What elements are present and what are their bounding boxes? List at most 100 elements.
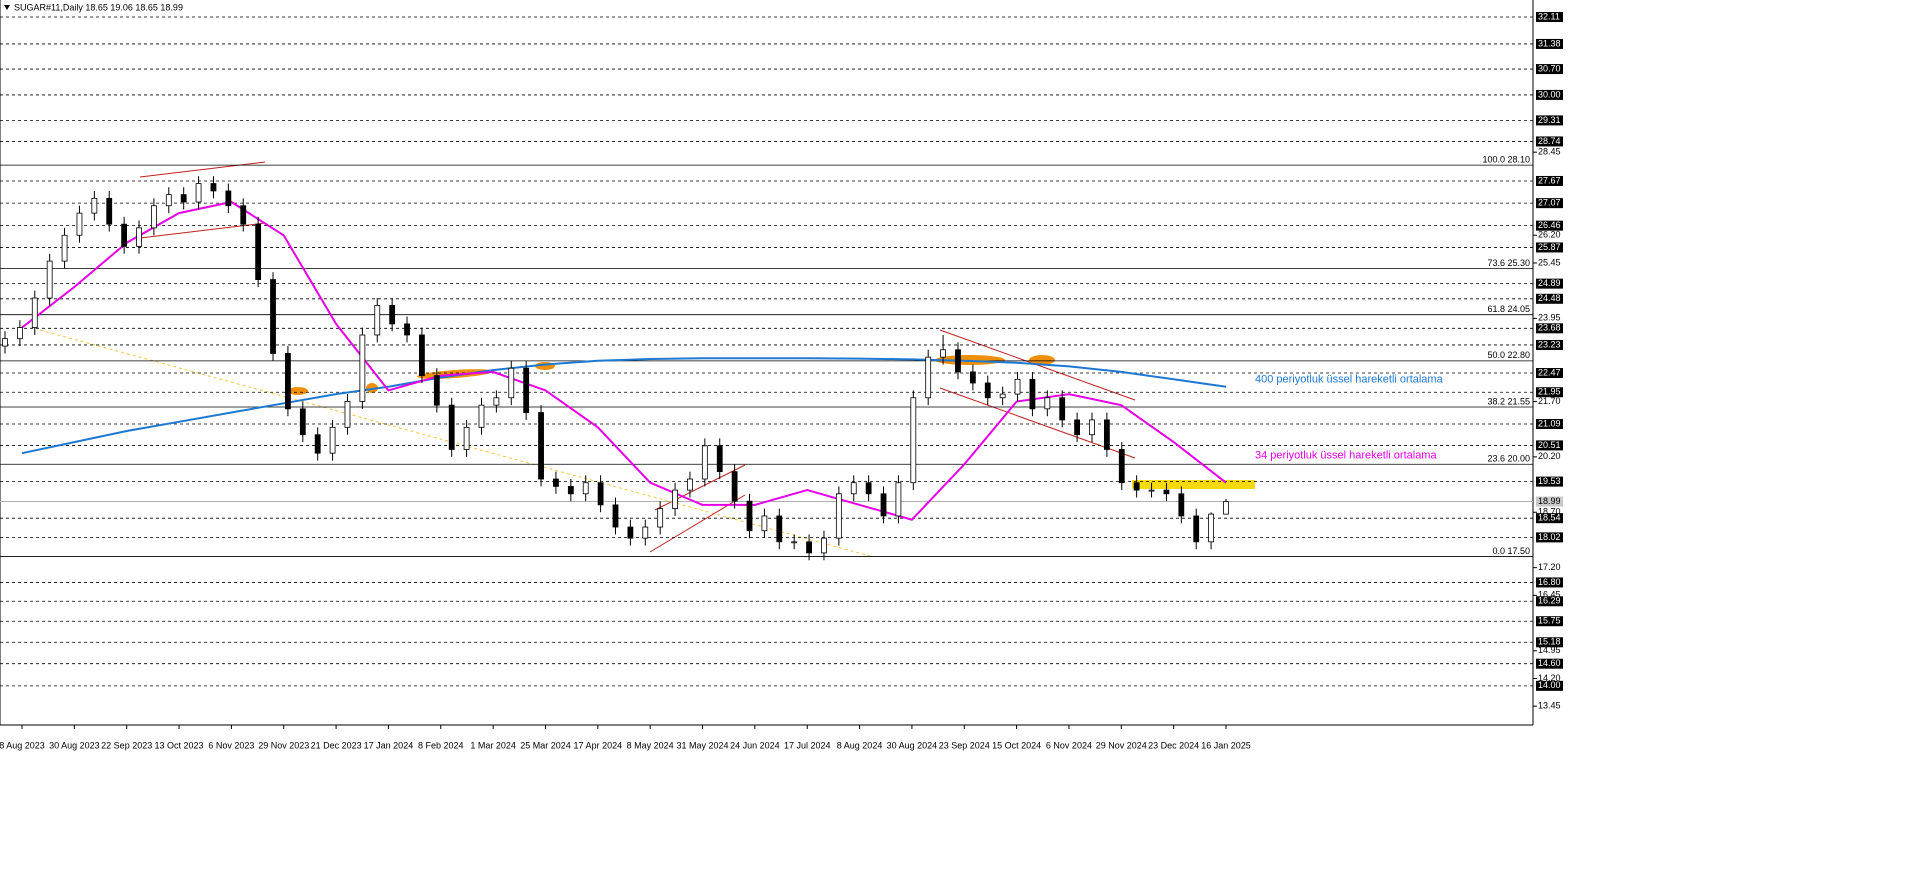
candle-body — [329, 426, 336, 454]
fibo-label: 0.0 17.50 — [1492, 546, 1530, 556]
candle-body — [746, 500, 753, 532]
candle-body — [910, 397, 917, 484]
level-label: 30.70 — [1538, 63, 1561, 73]
candle-body — [523, 367, 530, 413]
x-tick-label: 23 Dec 2024 — [1148, 740, 1199, 750]
level-label: 21.09 — [1538, 418, 1561, 428]
level-label-box — [1536, 513, 1563, 524]
level-label: 28.74 — [1538, 136, 1561, 146]
candle-body — [61, 234, 68, 262]
candle-body — [1059, 397, 1066, 421]
level-label-box — [1536, 293, 1563, 304]
candle-body — [165, 194, 172, 207]
level-label: 30.00 — [1538, 89, 1561, 99]
level-label-box — [1536, 616, 1563, 627]
y-tick-label: 16.45 — [1538, 590, 1561, 600]
candle-body — [1044, 397, 1051, 410]
candle-body — [419, 334, 425, 377]
candle-body — [16, 327, 23, 340]
candle-body — [285, 353, 291, 410]
level-label: 16.29 — [1538, 596, 1561, 606]
highlight — [366, 383, 378, 393]
series-label: 400 periyotluk üssel hareketli ortalama — [1255, 374, 1444, 386]
level-label-box — [1536, 323, 1563, 334]
x-tick-label: 25 Mar 2024 — [520, 740, 571, 750]
x-tick-label: 22 Sep 2023 — [101, 740, 152, 750]
x-tick-label: 29 Nov 2023 — [258, 740, 309, 750]
candle-body — [806, 541, 812, 554]
y-tick-label: 23.95 — [1538, 313, 1561, 323]
x-tick-label: 29 Nov 2024 — [1096, 740, 1147, 750]
fibo-label: 23.6 20.00 — [1487, 454, 1530, 464]
level-label: 27.07 — [1538, 198, 1561, 208]
level-label-box — [1536, 38, 1563, 49]
level-label-box — [1536, 368, 1563, 379]
candle-body — [1178, 493, 1185, 517]
level-label: 14.00 — [1538, 680, 1561, 690]
fibo-label: 61.8 24.05 — [1487, 304, 1530, 314]
level-label: 21.95 — [1538, 387, 1561, 397]
x-tick-label: 6 Nov 2024 — [1046, 740, 1092, 750]
candle-body — [612, 504, 619, 528]
candle-body — [299, 408, 306, 436]
level-label: 19.53 — [1538, 476, 1561, 486]
candle-body — [46, 260, 53, 299]
candle-body — [478, 404, 485, 428]
candle-body — [1029, 378, 1036, 410]
candle-body — [374, 305, 381, 336]
candle-body — [1223, 501, 1229, 515]
level-label: 27.67 — [1538, 175, 1561, 185]
chart-title: SUGAR#11,Daily 18.65 19.06 18.65 18.99 — [14, 2, 183, 12]
level-label-box — [1536, 577, 1563, 588]
x-tick-label: 8 Feb 2024 — [418, 740, 464, 750]
level-label: 15.18 — [1538, 637, 1561, 647]
level-label-box — [1536, 278, 1563, 289]
y-tick-label: 21.70 — [1538, 396, 1561, 406]
y-tick-label: 28.45 — [1538, 147, 1561, 157]
level-label: 23.68 — [1538, 323, 1561, 333]
candle-body — [344, 401, 351, 428]
axes: 13.45 14.20 14.95 16.45 17.20 18.70 20.20 21.70… — [0, 11, 1563, 750]
moving-average-line — [21, 357, 1227, 455]
candle-body — [389, 305, 396, 325]
level-label-box — [1536, 596, 1563, 607]
candle-body — [731, 471, 738, 502]
fibo-label: 50.0 22.80 — [1487, 350, 1530, 360]
x-tick-label: 31 May 2024 — [676, 740, 728, 750]
candle-body — [567, 486, 574, 495]
channel-line — [939, 387, 1136, 459]
candle-body — [121, 223, 128, 247]
level-label: 18.02 — [1538, 532, 1561, 542]
candle-body — [1133, 482, 1140, 491]
level-label: 24.48 — [1538, 293, 1561, 303]
candle-body — [553, 478, 559, 487]
level-label-box — [1536, 440, 1563, 451]
candle-body — [76, 212, 83, 236]
x-tick-label: 21 Dec 2023 — [311, 740, 362, 750]
level-label-box — [1536, 658, 1563, 669]
candle-body — [672, 489, 678, 509]
channel-line — [139, 161, 266, 178]
x-tick-label: 24 Jun 2024 — [730, 740, 780, 750]
fibo-label: 100.0 28.10 — [1482, 154, 1530, 164]
candle-body — [538, 412, 544, 480]
candle-body — [940, 349, 946, 358]
candle-body — [955, 349, 961, 373]
x-tick-label: 8 May 2024 — [627, 740, 674, 750]
level-label: 31.38 — [1538, 38, 1561, 48]
candle-body — [1103, 419, 1110, 450]
candle-body — [880, 493, 887, 517]
level-label-box — [1536, 532, 1563, 543]
x-tick-label: 30 Aug 2023 — [49, 740, 100, 750]
x-tick-label: 17 Jan 2024 — [364, 740, 414, 750]
candle-body — [106, 197, 113, 225]
candle-body — [255, 223, 262, 280]
y-tick-label: 20.20 — [1538, 451, 1561, 461]
moving-average-line — [21, 200, 1227, 521]
candle-body — [1074, 419, 1080, 436]
y-tick-label: 17.20 — [1538, 562, 1561, 572]
menu-triangle[interactable] — [4, 5, 10, 10]
level-label: 14.60 — [1538, 658, 1561, 668]
highlight — [288, 387, 308, 395]
level-label: 16.80 — [1538, 577, 1561, 587]
